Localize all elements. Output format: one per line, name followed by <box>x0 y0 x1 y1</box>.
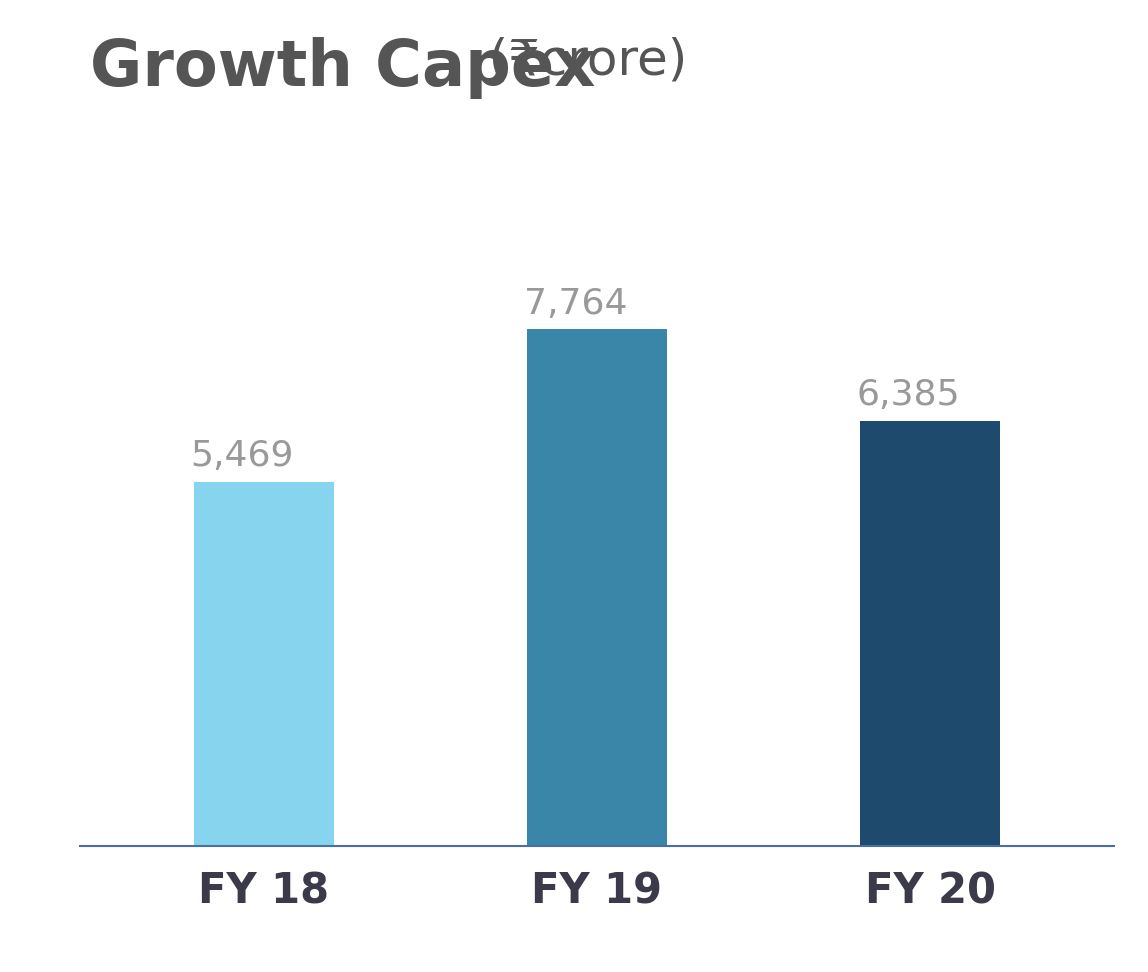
Bar <box>194 482 334 846</box>
Text: (₹crore): (₹crore) <box>457 37 688 85</box>
Bar <box>860 421 1000 846</box>
Bar <box>527 330 667 846</box>
Text: 5,469: 5,469 <box>191 439 294 473</box>
Text: 6,385: 6,385 <box>856 378 961 412</box>
Text: 7,764: 7,764 <box>523 287 627 321</box>
Text: Growth Capex: Growth Capex <box>91 37 596 99</box>
